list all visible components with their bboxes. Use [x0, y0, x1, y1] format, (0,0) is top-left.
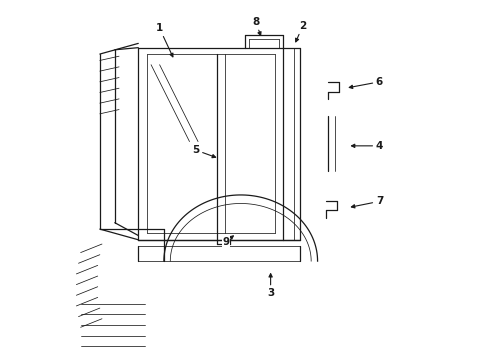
Text: 9: 9 — [222, 236, 233, 247]
Text: 3: 3 — [267, 274, 274, 298]
Text: 6: 6 — [349, 77, 383, 89]
Text: 2: 2 — [295, 21, 306, 42]
Text: 8: 8 — [252, 17, 261, 35]
Text: 7: 7 — [351, 196, 383, 208]
Text: 1: 1 — [156, 23, 173, 57]
Text: 5: 5 — [192, 145, 216, 158]
Text: 4: 4 — [351, 141, 383, 151]
